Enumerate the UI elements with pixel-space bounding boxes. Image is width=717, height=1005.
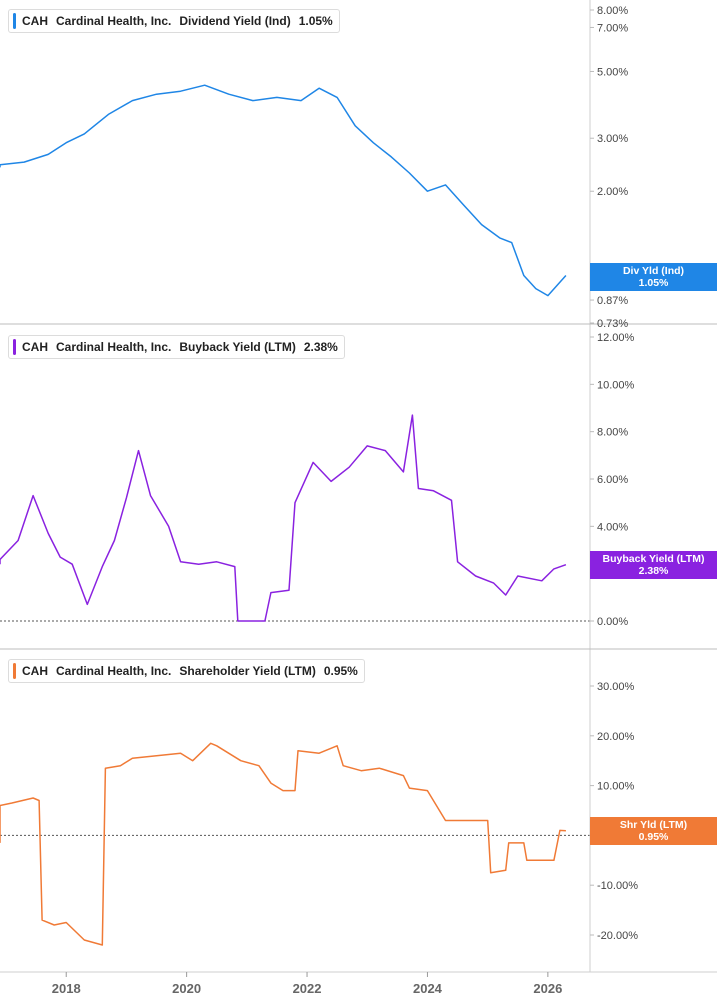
y-tick-label: 20.00%: [597, 731, 635, 743]
panel-2-ticker: CAH: [22, 340, 48, 354]
y-tick-label: -20.00%: [597, 930, 638, 942]
panel-2-value: 2.38%: [303, 340, 338, 354]
panel-2-metric: Buyback Yield (LTM): [179, 340, 296, 354]
panel-1-metric: Dividend Yield (Ind): [179, 14, 291, 28]
series-line: [0, 414, 567, 622]
y-tick-label: -10.00%: [597, 880, 638, 892]
y-tick-label: 7.00%: [597, 22, 628, 34]
y-tick-label: 3.00%: [597, 133, 628, 145]
series-layer: [0, 84, 567, 946]
x-tick-label: 2022: [293, 981, 322, 996]
panel-3-flag-label: Shr Yld (LTM): [619, 819, 688, 831]
panel-2-swatch: [13, 339, 16, 355]
panel-3-flag-value: 0.95%: [638, 831, 669, 843]
panel-3-ticker: CAH: [22, 664, 48, 678]
panel-1-legend: CAH Cardinal Health, Inc. Dividend Yield…: [8, 9, 340, 33]
panel-3-metric: Shareholder Yield (LTM): [179, 664, 316, 678]
panel-1-swatch: [13, 13, 16, 29]
panel-2-company: Cardinal Health, Inc.: [56, 340, 172, 354]
panel-1-ticker: CAH: [22, 14, 48, 28]
series-line: [0, 742, 566, 946]
y-tick-label: 0.73%: [597, 318, 628, 330]
y-tick-label: 4.00%: [597, 521, 628, 533]
panel-3-value: 0.95%: [323, 664, 358, 678]
panel-3-value-flag: Shr Yld (LTM) 0.95%: [590, 817, 717, 845]
y-tick-label: 0.00%: [597, 616, 628, 628]
panel-3-legend: CAH Cardinal Health, Inc. Shareholder Yi…: [8, 659, 365, 683]
series-line: [0, 84, 567, 297]
panel-1-value: 1.05%: [298, 14, 333, 28]
panel-1-company: Cardinal Health, Inc.: [56, 14, 172, 28]
panel-1-flag-value: 1.05%: [638, 277, 669, 289]
y-tick-label: 30.00%: [597, 681, 635, 693]
x-tick-label: 2026: [533, 981, 562, 996]
y-tick-label: 10.00%: [597, 379, 635, 391]
panel-2-legend: CAH Cardinal Health, Inc. Buyback Yield …: [8, 335, 345, 359]
panel-1-flag-label: Div Yld (Ind): [622, 265, 685, 277]
panel-3-company: Cardinal Health, Inc.: [56, 664, 172, 678]
panel-2-flag-label: Buyback Yield (LTM): [602, 553, 705, 565]
x-tick-label: 2024: [413, 981, 443, 996]
grid-layer: [0, 620, 590, 836]
panel-2-value-flag: Buyback Yield (LTM) 2.38%: [590, 551, 717, 579]
panel-2-flag-value: 2.38%: [638, 565, 669, 577]
x-tick-label: 2018: [52, 981, 81, 996]
y-tick-label: 2.00%: [597, 186, 628, 198]
panel-3-swatch: [13, 663, 16, 679]
y-tick-label: 10.00%: [597, 781, 635, 793]
y-tick-label: 0.87%: [597, 295, 628, 307]
y-tick-label: 6.00%: [597, 474, 628, 486]
y-tick-label: 8.00%: [597, 5, 628, 17]
y-tick-label: 12.00%: [597, 332, 635, 344]
panel-1-value-flag: Div Yld (Ind) 1.05%: [590, 263, 717, 291]
y-tick-label: 8.00%: [597, 427, 628, 439]
x-tick-label: 2020: [172, 981, 201, 996]
y-tick-label: 5.00%: [597, 66, 628, 78]
